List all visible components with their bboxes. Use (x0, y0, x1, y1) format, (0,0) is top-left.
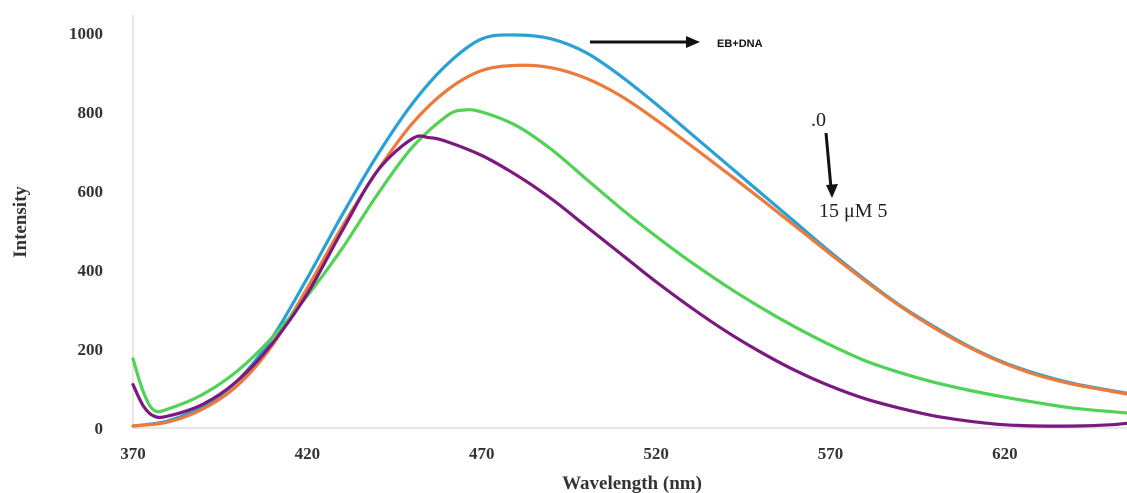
x-tick-label: 420 (295, 444, 321, 463)
series-line-1 (131, 63, 1127, 428)
y-tick-label: 200 (78, 340, 104, 359)
series-line-2 (131, 108, 1127, 415)
end-concentration-label: 15 μM 5 (819, 200, 888, 222)
series-lines (131, 33, 1127, 428)
series-line-3 (131, 134, 1127, 428)
start-concentration-label: .0 (811, 109, 826, 131)
x-tick-label: 470 (469, 444, 495, 463)
y-tick-label: 400 (78, 261, 104, 280)
y-tick-label: 1000 (69, 24, 103, 43)
x-axis-title: Wavelength (nm) (562, 473, 702, 493)
tick-labels: 370 420 470 520 570 620 0 200 400 600 800 1000 (69, 24, 1018, 463)
quench-arrowhead (826, 184, 838, 198)
y-tick-label: 0 (95, 419, 104, 438)
y-tick-label: 800 (78, 103, 104, 122)
y-tick-label: 600 (78, 182, 104, 201)
x-tick-label: 520 (643, 444, 669, 463)
x-tick-label: 570 (818, 444, 844, 463)
y-axis-title: Intensity (10, 186, 31, 258)
series-line-0 (131, 33, 1127, 428)
annotations: EB+DNA .0 15 μM 5 (590, 36, 888, 222)
quench-arrow (824, 132, 833, 189)
eb-dna-arrowhead (686, 36, 700, 48)
eb-dna-label: EB+DNA (717, 38, 763, 50)
axes (132, 15, 1127, 429)
x-tick-label: 370 (120, 444, 146, 463)
x-tick-label: 620 (992, 444, 1018, 463)
